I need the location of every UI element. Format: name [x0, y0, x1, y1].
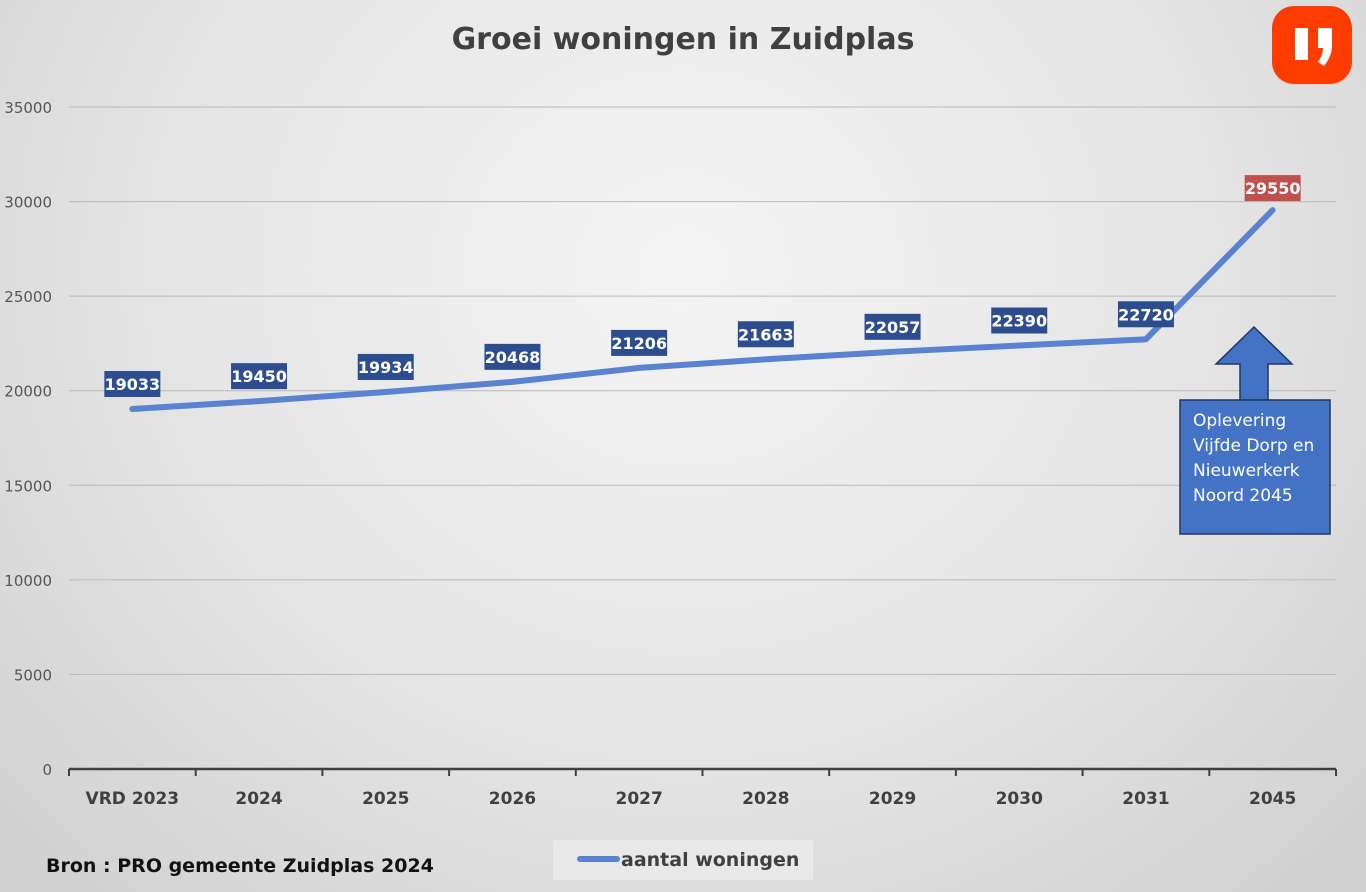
x-tick-label: 2028 [742, 789, 789, 809]
logo-badge [1272, 6, 1352, 84]
x-tick-label: 2031 [1122, 789, 1169, 809]
data-label-bg [991, 307, 1048, 334]
data-label-bg [231, 363, 288, 390]
data-label: 19033 [105, 375, 161, 394]
data-label: 20468 [485, 348, 541, 367]
data-label: 19934 [358, 358, 414, 377]
legend: aantal woningen [553, 840, 813, 880]
y-tick-label: 0 [42, 761, 52, 779]
legend-label: aantal woningen [621, 849, 799, 871]
x-tick-label: 2025 [362, 789, 409, 809]
data-label-bg [611, 329, 668, 356]
data-label-bg [864, 313, 921, 340]
logo-mark [1295, 28, 1308, 60]
y-tick-label: 25000 [4, 288, 52, 306]
annotation-box [1179, 399, 1331, 535]
data-label-bg [1244, 175, 1301, 202]
source-note: Bron : PRO gemeente Zuidplas 2024 [46, 855, 434, 877]
series-line-aantal-woningen [129, 207, 1276, 413]
x-tick-label: 2024 [235, 789, 282, 809]
arrow-up-icon [1214, 325, 1294, 401]
x-tick-label: 2027 [615, 789, 662, 809]
data-label-bg [357, 353, 414, 380]
x-tick-label: 2029 [869, 789, 916, 809]
logo-comma [1318, 28, 1332, 66]
y-tick-label: 35000 [4, 99, 52, 117]
data-label: 22057 [865, 318, 921, 337]
annotation-line: Oplevering [1193, 411, 1286, 431]
data-label: 22720 [1118, 305, 1174, 324]
annotation: Oplevering Vijfde Dorp en Nieuwerkerk No… [1179, 325, 1331, 535]
data-label: 21663 [738, 325, 794, 344]
y-tick-label: 10000 [4, 572, 52, 590]
data-label: 21206 [611, 334, 667, 353]
data-label-bg [737, 321, 794, 348]
x-tick-label: 2045 [1249, 789, 1296, 809]
data-label-bg [104, 371, 161, 398]
x-tick-label: 2026 [489, 789, 536, 809]
x-tick-label: 2030 [996, 789, 1043, 809]
logo [1272, 6, 1352, 84]
y-tick-label: 5000 [14, 666, 52, 684]
annotation-line: Noord 2045 [1193, 486, 1293, 506]
x-tick-label: VRD 2023 [86, 789, 180, 809]
y-tick-label: 15000 [4, 477, 52, 495]
y-tick-label: 30000 [4, 194, 52, 212]
data-label-bg [484, 343, 541, 370]
data-label: 22390 [991, 312, 1047, 331]
data-label: 29550 [1245, 179, 1301, 198]
annotation-line: Vijfde Dorp en [1193, 436, 1314, 456]
annotation-line: Nieuwerkerk [1193, 461, 1300, 481]
data-label-bg [1117, 301, 1174, 328]
data-label: 19450 [231, 367, 287, 386]
chart-title: Groei woningen in Zuidplas [452, 22, 915, 57]
y-tick-label: 20000 [4, 383, 52, 401]
